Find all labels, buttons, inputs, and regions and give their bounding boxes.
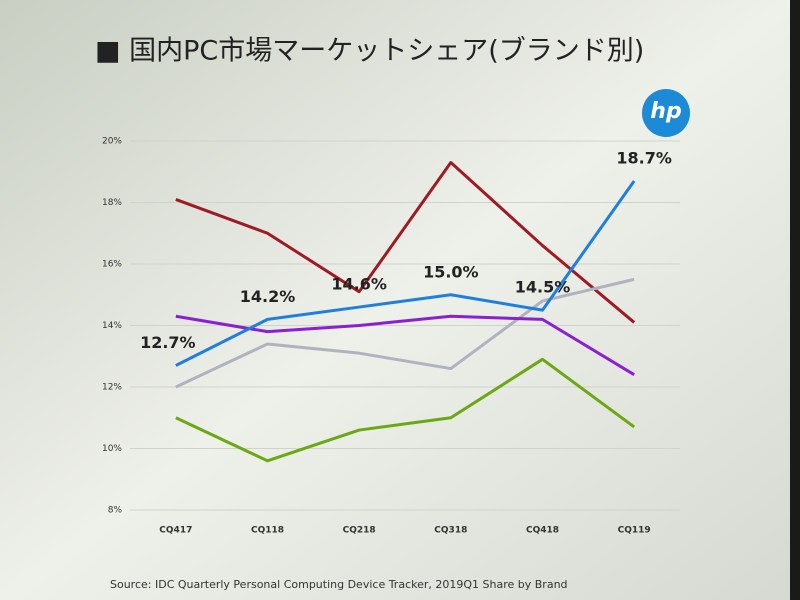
x-tick-label: CQ218 [343,526,376,536]
series-line [175,180,636,367]
y-tick-label: 12% [102,383,122,393]
y-tick-label: 16% [102,260,122,270]
x-tick-label: CQ318 [434,526,467,536]
y-tick-label: 10% [102,444,122,454]
x-tick-label: CQ119 [618,526,651,536]
data-label: 15.0% [423,262,479,281]
y-tick-label: 8% [108,506,123,516]
data-label: 14.5% [515,278,571,297]
x-tick-label: CQ118 [251,526,284,536]
data-label: 12.7% [140,333,196,352]
series-line [175,161,636,324]
data-label: 14.6% [331,275,387,294]
logo-badge [642,89,690,137]
series-line [175,357,636,463]
y-tick-label: 18% [102,198,122,208]
series-line [175,277,635,389]
x-tick-label: CQ418 [526,526,559,536]
y-tick-label: 20% [102,137,122,147]
source-note: Source: IDC Quarterly Personal Computing… [110,578,568,591]
y-tick-label: 14% [102,321,122,331]
data-label: 18.7% [616,148,672,167]
data-label: 14.2% [240,287,296,306]
series-line [175,314,635,376]
x-tick-label: CQ417 [159,526,192,536]
slide-title: ■ 国内PC市場マーケットシェア(ブランド別) [95,36,644,67]
logo: hp [650,99,681,124]
